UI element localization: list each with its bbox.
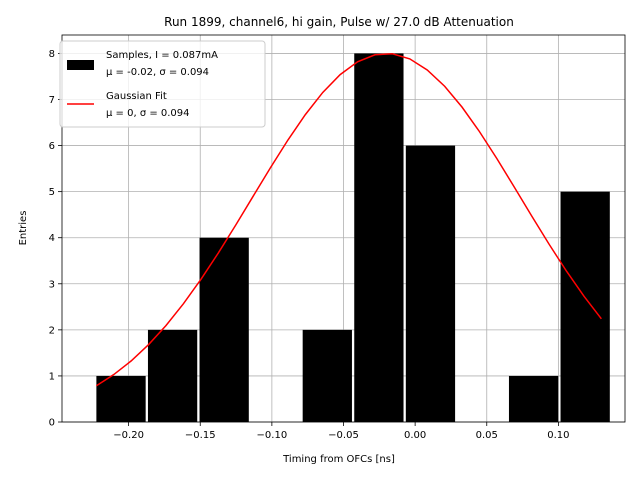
histogram-bar bbox=[405, 145, 456, 423]
y-tick-label: 3 bbox=[49, 279, 55, 290]
y-tick-label: 4 bbox=[49, 233, 55, 244]
histogram-bar bbox=[96, 375, 146, 422]
y-axis: 0 1 2 3 4 5 6 7 8 bbox=[49, 49, 62, 429]
histogram-bar bbox=[199, 237, 249, 422]
y-tick-label: 0 bbox=[49, 418, 55, 429]
y-axis-label: Entries bbox=[18, 211, 29, 246]
y-tick-label: 8 bbox=[49, 49, 55, 60]
legend-box bbox=[59, 40, 266, 128]
histogram-bar bbox=[560, 191, 610, 422]
legend: Samples, I = 0.087mA μ = -0.02, σ = 0.09… bbox=[59, 40, 266, 128]
chart-title: Run 1899, channel6, hi gain, Pulse w/ 27… bbox=[164, 15, 514, 29]
histogram-bar bbox=[147, 329, 198, 422]
legend-samples-swatch bbox=[67, 60, 94, 70]
y-tick-label: 5 bbox=[49, 187, 55, 198]
x-tick-label: −0.05 bbox=[328, 430, 359, 441]
histogram-bar bbox=[302, 329, 352, 422]
legend-samples-label: Samples, I = 0.087mA bbox=[106, 50, 218, 61]
x-tick-label: −0.10 bbox=[257, 430, 288, 441]
y-tick-label: 6 bbox=[49, 141, 55, 152]
legend-fit-stats: μ = 0, σ = 0.094 bbox=[106, 108, 190, 119]
fit-curve bbox=[95, 53, 602, 387]
y-tick-label: 7 bbox=[49, 95, 55, 106]
histogram-bar bbox=[354, 53, 404, 423]
y-tick-label: 2 bbox=[49, 325, 55, 336]
histogram-bars bbox=[96, 53, 610, 423]
x-axis-label: Timing from OFCs [ns] bbox=[282, 454, 395, 465]
x-tick-label: −0.15 bbox=[185, 430, 216, 441]
x-tick-label: 0.05 bbox=[476, 430, 498, 441]
legend-fit-label: Gaussian Fit bbox=[106, 91, 167, 102]
x-tick-label: −0.20 bbox=[113, 430, 144, 441]
legend-samples-stats: μ = -0.02, σ = 0.094 bbox=[106, 67, 209, 78]
x-tick-label: 0.00 bbox=[404, 430, 426, 441]
y-tick-label: 1 bbox=[49, 371, 55, 382]
x-axis: −0.20 −0.15 −0.10 −0.05 0.00 0.05 0.10 bbox=[113, 422, 570, 441]
histogram-bar bbox=[508, 375, 559, 422]
gaussian-fit bbox=[95, 53, 602, 387]
x-tick-label: 0.10 bbox=[547, 430, 569, 441]
